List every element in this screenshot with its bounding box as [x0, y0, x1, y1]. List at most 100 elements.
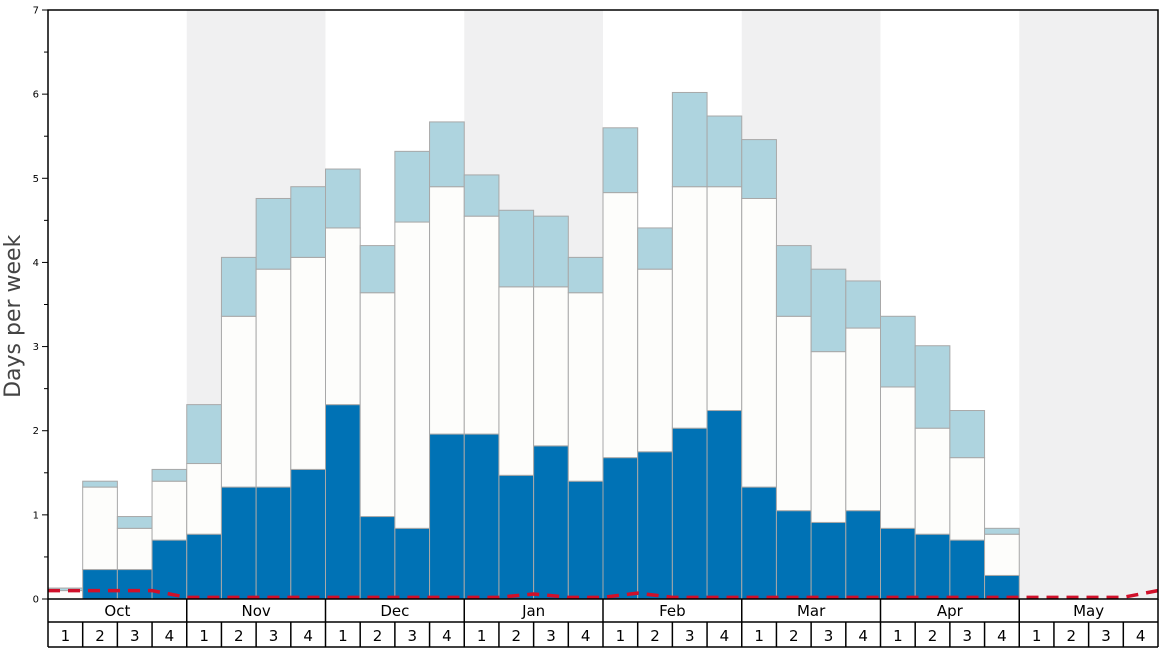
bar-segment-white-11	[394, 221, 431, 529]
bar-segment-dark-16	[567, 480, 604, 600]
week-label: 2	[1067, 627, 1077, 645]
bar-segment-light-15	[533, 215, 569, 288]
line-series	[48, 588, 1159, 600]
bar-segment-dark-23	[810, 521, 847, 600]
week-label: 2	[650, 627, 660, 645]
week-label: 3	[962, 627, 972, 645]
week-label: 4	[165, 627, 175, 645]
month-label-mar: Mar	[797, 602, 826, 620]
bar-segment-white-2	[82, 486, 118, 571]
bar-segment-white-3	[116, 527, 153, 571]
bar-segment-dark-6	[220, 486, 257, 600]
y-tick-label: 5	[33, 174, 39, 185]
bar-segment-white-25	[880, 386, 916, 529]
week-label: 4	[442, 627, 452, 645]
bar-segment-light-24	[845, 280, 881, 329]
bar-segment-light-13	[463, 174, 500, 217]
bar-segment-dark-5	[186, 533, 222, 600]
bar-segment-light-4	[151, 468, 188, 482]
bar-segment-white-21	[741, 197, 777, 488]
bar-segment-dark-25	[880, 527, 916, 600]
week-label: 3	[685, 627, 695, 645]
bar-segment-white-8	[290, 256, 326, 470]
bar-segment-light-5	[186, 404, 222, 465]
y-axis-title: Days per week	[1, 234, 26, 397]
bar-segment-light-28	[984, 527, 1020, 535]
week-label: 2	[928, 627, 938, 645]
bar-segment-dark-27	[949, 539, 986, 600]
bar-segment-light-3	[116, 516, 153, 529]
bar-segment-white-5	[186, 463, 222, 535]
bar-segment-white-15	[533, 286, 569, 447]
week-label: 2	[234, 627, 244, 645]
bar-segment-light-21	[741, 139, 777, 199]
week-label: 1	[893, 627, 903, 645]
bar-segment-light-8	[290, 186, 326, 258]
bar-segment-light-7	[255, 197, 292, 270]
bar-segment-light-25	[880, 315, 916, 388]
week-label: 1	[338, 627, 348, 645]
week-label: 4	[581, 627, 591, 645]
y-tick-label: 3	[33, 342, 39, 353]
bar-segment-light-6	[220, 256, 257, 317]
bar-segment-white-18	[637, 268, 673, 453]
bar-segment-dark-3	[116, 569, 153, 600]
bar-segment-white-9	[325, 227, 361, 406]
bar-segment-dark-22	[775, 510, 812, 600]
bar-segment-light-27	[949, 410, 986, 459]
bar-segment-dark-7	[255, 486, 292, 600]
bar-segment-light-16	[567, 256, 604, 294]
week-label: 3	[1101, 627, 1111, 645]
month-label-nov: Nov	[241, 602, 270, 620]
bar-segment-light-10	[359, 245, 396, 294]
week-label: 2	[95, 627, 105, 645]
bar-segment-light-23	[810, 268, 847, 353]
bar-segment-dark-15	[533, 445, 569, 600]
bar-segment-light-17	[602, 127, 639, 194]
bar-segment-white-22	[775, 315, 812, 512]
bar-segment-white-24	[845, 327, 881, 512]
bar-segment-white-7	[255, 268, 292, 488]
bar-segment-white-23	[810, 351, 847, 523]
bar-segment-dark-10	[359, 516, 396, 600]
bar-segment-dark-28	[984, 574, 1020, 600]
y-tick-label: 7	[33, 6, 39, 17]
bar-segment-light-12	[429, 121, 465, 188]
bar-segment-dark-4	[151, 539, 188, 600]
bar-segment-dark-19	[671, 427, 708, 600]
week-label: 3	[407, 627, 417, 645]
bar-segment-light-11	[394, 150, 431, 223]
week-label: 1	[616, 627, 626, 645]
bar-segment-white-26	[914, 427, 951, 535]
bar-segment-dark-8	[290, 468, 326, 600]
week-label: 3	[130, 627, 140, 645]
bar-segment-white-17	[602, 192, 639, 459]
y-tick-label: 4	[33, 258, 39, 269]
y-tick-label: 1	[33, 510, 39, 521]
bars	[47, 91, 1020, 600]
axes	[42, 9, 1159, 648]
bar-segment-white-19	[671, 186, 708, 429]
week-label: 2	[789, 627, 799, 645]
line-series-path	[48, 588, 1159, 600]
bar-segment-white-6	[220, 315, 257, 488]
bar-segment-light-14	[498, 209, 535, 288]
bar-segment-dark-13	[463, 433, 500, 600]
bar-segment-white-14	[498, 286, 535, 476]
month-label-jan: Jan	[521, 602, 545, 620]
y-tick-label: 6	[33, 90, 39, 101]
week-label: 4	[997, 627, 1007, 645]
month-label-may: May	[1073, 602, 1104, 620]
bar-segment-dark-9	[325, 404, 361, 600]
week-label: 4	[303, 627, 313, 645]
bar-segment-light-2	[82, 480, 118, 488]
bar-segment-light-9	[325, 168, 361, 229]
month-label-oct: Oct	[104, 602, 130, 620]
bar-segment-dark-24	[845, 510, 881, 600]
week-label: 3	[824, 627, 834, 645]
bar-segment-dark-18	[637, 451, 673, 600]
bar-segment-light-20	[706, 115, 743, 188]
week-label: 3	[269, 627, 279, 645]
